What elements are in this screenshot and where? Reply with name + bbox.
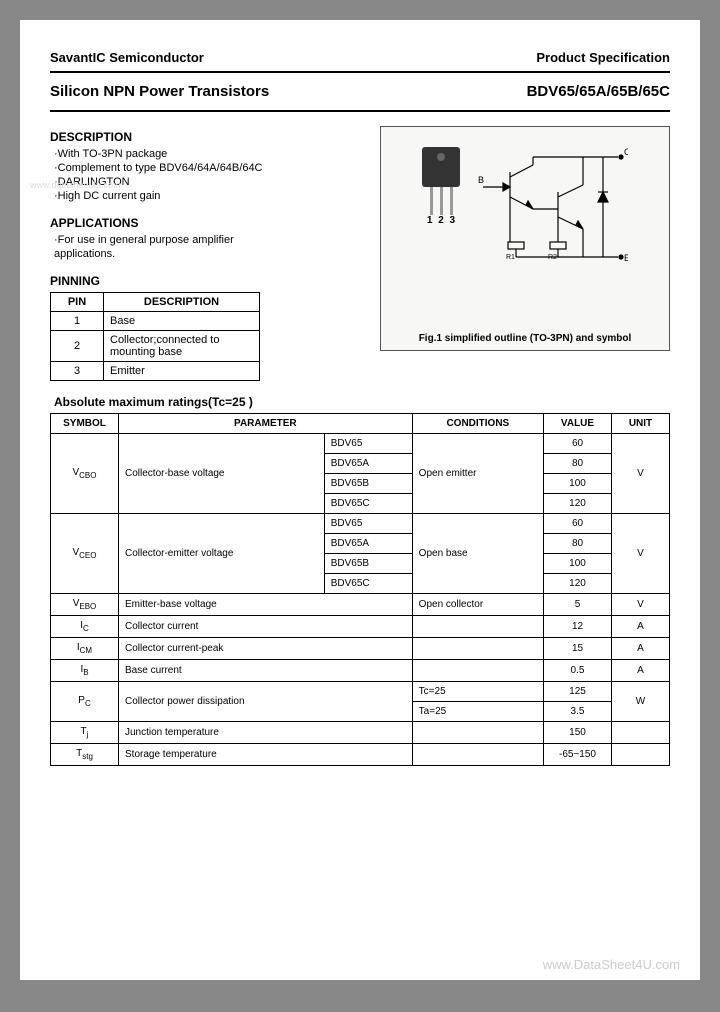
ratings-table: SYMBOL PARAMETER CONDITIONS VALUE UNIT V… xyxy=(50,413,670,766)
desc-item: ·Complement to type BDV64/64A/64B/64C xyxy=(54,162,370,174)
table-row: 3 Emitter xyxy=(51,362,260,381)
unit-cell: V xyxy=(612,434,670,514)
resistor-r1: R1 xyxy=(506,254,515,261)
col-parameter: PARAMETER xyxy=(119,414,413,434)
part-numbers: BDV65/65A/65B/65C xyxy=(527,83,670,100)
divider-top xyxy=(50,71,670,73)
symbol-cell: VCEO xyxy=(51,514,119,594)
title-row: Silicon NPN Power Transistors BDV65/65A/… xyxy=(50,77,670,106)
datasheet-page: www.datasheet4u.com SavantIC Semiconduct… xyxy=(20,20,700,980)
desc-item: ·High DC current gain xyxy=(54,190,370,202)
table-row: VCEO Collector-emitter voltage BDV65 Ope… xyxy=(51,514,670,534)
pin-label: 3 xyxy=(450,215,456,226)
package-outline-icon: 1 2 3 xyxy=(422,147,460,226)
description-heading: DESCRIPTION xyxy=(50,130,370,144)
watermark-footer: www.DataSheet4U.com xyxy=(543,957,680,972)
app-item: applications. xyxy=(54,248,370,260)
divider-title xyxy=(50,110,670,112)
table-row: PC Collector power dissipation Tc=25 125… xyxy=(51,682,670,702)
terminal-b: B xyxy=(478,175,484,185)
pin-col-header: PIN xyxy=(51,293,104,312)
desc-item: ·With TO-3PN package xyxy=(54,148,370,160)
pin-desc: Base xyxy=(104,312,260,331)
terminal-c: C xyxy=(624,147,628,157)
symbol-cell: VEBO xyxy=(51,594,119,616)
symbol-cell: VCBO xyxy=(51,434,119,514)
ratings-heading: Absolute maximum ratings(Tc=25 ) xyxy=(54,395,670,409)
header-row: SavantIC Semiconductor Product Specifica… xyxy=(50,50,670,65)
table-row: VCBO Collector-base voltage BDV65 Open e… xyxy=(51,434,670,454)
col-symbol: SYMBOL xyxy=(51,414,119,434)
table-header-row: SYMBOL PARAMETER CONDITIONS VALUE UNIT xyxy=(51,414,670,434)
col-conditions: CONDITIONS xyxy=(412,414,543,434)
table-row: VEBO Emitter-base voltage Open collector… xyxy=(51,594,670,616)
pinning-table: PIN DESCRIPTION 1 Base 2 Collector;conne… xyxy=(50,292,260,381)
param-cell: Collector-emitter voltage xyxy=(119,514,325,594)
table-row: Tstg Storage temperature -65~150 xyxy=(51,744,670,766)
table-row: 1 Base xyxy=(51,312,260,331)
company-name: SavantIC Semiconductor xyxy=(50,50,204,65)
col-unit: UNIT xyxy=(612,414,670,434)
watermark-topleft: www.datasheet4u.com xyxy=(30,180,121,190)
pin-num: 2 xyxy=(51,331,104,362)
upper-content: DESCRIPTION ·With TO-3PN package ·Comple… xyxy=(50,126,670,381)
table-row: Tj Junction temperature 150 xyxy=(51,722,670,744)
pin-num: 3 xyxy=(51,362,104,381)
doc-type: Product Specification xyxy=(536,50,670,65)
value-cell: 60 xyxy=(544,434,612,454)
product-family: Silicon NPN Power Transistors xyxy=(50,83,269,100)
pin-desc: Emitter xyxy=(104,362,260,381)
pin-num: 1 xyxy=(51,312,104,331)
right-column: 1 2 3 xyxy=(380,126,670,381)
terminal-e: E xyxy=(624,253,628,263)
table-row: IB Base current 0.5 A xyxy=(51,660,670,682)
cond-cell: Open emitter xyxy=(412,434,543,514)
param-cell: Collector-base voltage xyxy=(119,434,325,514)
figure-box: 1 2 3 xyxy=(380,126,670,351)
pin-label: 2 xyxy=(438,215,444,226)
desc-col-header: DESCRIPTION xyxy=(104,293,260,312)
variant-cell: BDV65 xyxy=(324,434,412,454)
applications-heading: APPLICATIONS xyxy=(50,216,370,230)
left-column: DESCRIPTION ·With TO-3PN package ·Comple… xyxy=(50,126,370,381)
table-row: IC Collector current 12 A xyxy=(51,616,670,638)
table-row: ICM Collector current-peak 15 A xyxy=(51,638,670,660)
schematic-symbol-icon: B C E R1 R2 xyxy=(478,147,628,277)
pinning-heading: PINNING xyxy=(50,274,370,288)
pin-label: 1 xyxy=(427,215,433,226)
app-item: ·For use in general purpose amplifier xyxy=(54,234,370,246)
col-value: VALUE xyxy=(544,414,612,434)
pin-desc: Collector;connected to mounting base xyxy=(104,331,260,362)
table-row: 2 Collector;connected to mounting base xyxy=(51,331,260,362)
figure-caption: Fig.1 simplified outline (TO-3PN) and sy… xyxy=(381,333,669,344)
resistor-r2: R2 xyxy=(548,254,557,261)
